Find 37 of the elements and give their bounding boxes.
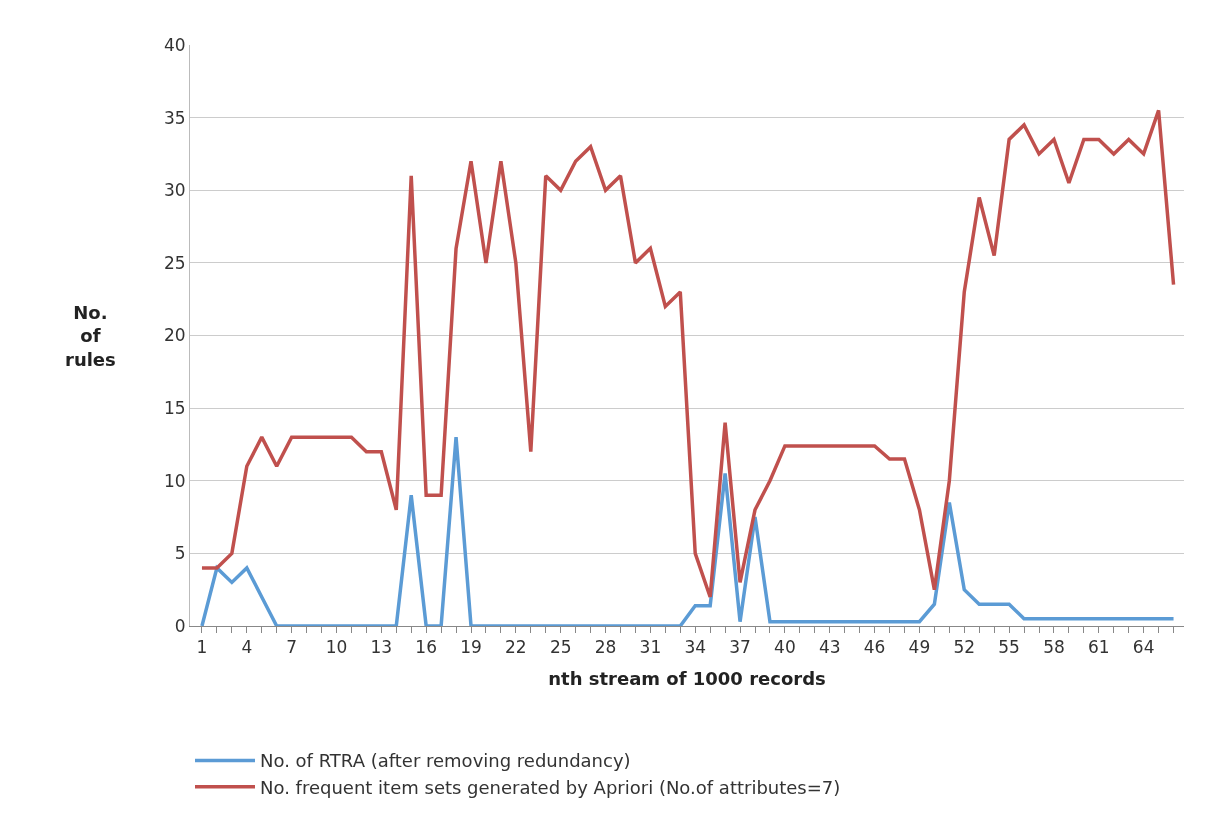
y-tick-label: 5 bbox=[174, 543, 186, 564]
line-series bbox=[200, 435, 1176, 626]
y-tick-label: 10 bbox=[163, 470, 186, 491]
y-tick-label: 0 bbox=[174, 615, 186, 636]
y-tick-label: 30 bbox=[163, 180, 186, 201]
y-tick-label: 35 bbox=[163, 107, 186, 128]
x-tick-label: 7 bbox=[286, 637, 298, 658]
x-tick-label: 28 bbox=[594, 637, 617, 658]
y-axis-title: No. of rules bbox=[65, 302, 116, 370]
x-tick-label: 19 bbox=[460, 637, 482, 658]
x-tick-label: 55 bbox=[998, 637, 1020, 658]
x-tick-label: 4 bbox=[241, 637, 253, 658]
x-tick-label: 34 bbox=[684, 637, 707, 658]
x-tick-label: 61 bbox=[1087, 637, 1110, 658]
x-axis-title: nth stream of 1000 records bbox=[548, 667, 826, 689]
legend-label: No. frequent item sets generated by Apriori (No.of attributes=7) bbox=[260, 776, 841, 798]
y-tick-label: 40 bbox=[163, 34, 186, 55]
x-tick-label: 13 bbox=[370, 637, 393, 658]
x-tick-label: 43 bbox=[818, 637, 841, 658]
x-tick-label: 37 bbox=[729, 637, 751, 658]
x-tick-label: 16 bbox=[415, 637, 437, 658]
x-tick-label: 49 bbox=[908, 637, 931, 658]
x-tick-label: 58 bbox=[1043, 637, 1065, 658]
legend-label: No. of RTRA (after removing redundancy) bbox=[260, 750, 631, 772]
y-tick-label: 25 bbox=[163, 252, 186, 273]
x-tick-label: 46 bbox=[863, 637, 886, 658]
line-series bbox=[200, 108, 1176, 599]
x-tick-label: 22 bbox=[505, 637, 527, 658]
x-tick-label: 31 bbox=[639, 637, 662, 658]
x-tick-label: 64 bbox=[1132, 637, 1155, 658]
x-tick-label: 1 bbox=[196, 637, 208, 658]
x-tick-label: 40 bbox=[774, 637, 796, 658]
x-tick-label: 52 bbox=[953, 637, 976, 658]
y-tick-label: 15 bbox=[163, 398, 186, 419]
y-tick-label: 20 bbox=[163, 325, 186, 346]
x-tick-label: 25 bbox=[549, 637, 572, 658]
x-tick-label: 10 bbox=[325, 637, 348, 658]
